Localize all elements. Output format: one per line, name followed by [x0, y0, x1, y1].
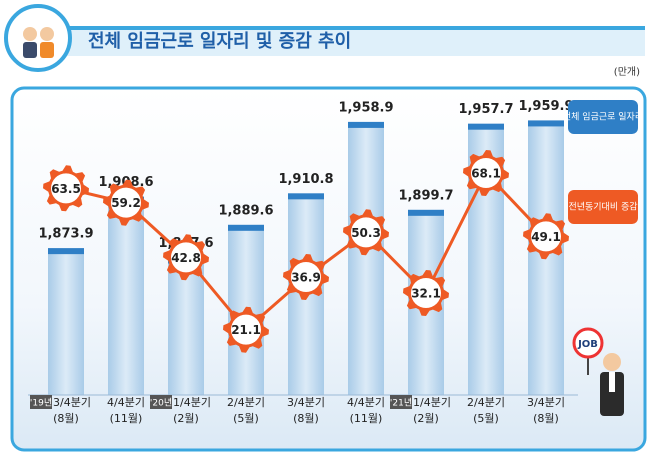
- x-tick-label: 2/4분기: [467, 396, 505, 409]
- year-badge: [30, 395, 52, 409]
- x-tick-label: 3/4분기: [53, 396, 91, 409]
- x-tick-label: 1/4분기: [173, 396, 211, 409]
- x-tick-label: 2/4분기: [227, 396, 265, 409]
- bar-value-label: 1,957.7: [458, 102, 513, 117]
- bar: [168, 257, 204, 395]
- bar-value-label: 1,899.7: [398, 188, 453, 203]
- x-tick-sublabel: (2월): [173, 412, 199, 425]
- bar-cap: [348, 121, 384, 128]
- legend-box: [568, 100, 638, 134]
- gear-center: [351, 217, 381, 248]
- plot: 1,873.91,908.61,867.61,889.61,910.81,958…: [28, 99, 643, 425]
- person-head: [603, 353, 621, 371]
- bar-cap: [228, 224, 264, 231]
- gear-center: [531, 221, 561, 252]
- person-body: [600, 372, 624, 416]
- legend-label: 전체 임금근로 일자리: [563, 111, 643, 123]
- bar: [348, 121, 384, 395]
- x-tick-label: 1/4분기: [413, 396, 451, 409]
- legend-box: [568, 190, 638, 224]
- gear-center: [51, 173, 81, 204]
- line-value-label: 32.1: [411, 287, 441, 301]
- x-tick-sublabel: (5월): [473, 412, 499, 425]
- x-tick-label: 3/4분기: [287, 396, 325, 409]
- x-tick-label: 4/4분기: [107, 396, 145, 409]
- bar: [48, 248, 84, 395]
- year-badge: [390, 395, 412, 409]
- year-label: '20년: [150, 398, 172, 409]
- x-tick-label: 4/4분기: [347, 396, 385, 409]
- year-label: '19년: [30, 398, 52, 409]
- gear-center: [471, 158, 501, 188]
- bar-value-label: 1,959.9: [518, 99, 573, 114]
- x-tick-sublabel: (11월): [350, 412, 383, 425]
- x-tick-sublabel: (11월): [110, 412, 143, 425]
- gear-center: [291, 262, 321, 292]
- line-value-label: 42.8: [171, 251, 201, 265]
- line-value-label: 21.1: [231, 323, 261, 337]
- line-value-label: 68.1: [471, 167, 501, 181]
- icon-person: [23, 42, 37, 58]
- unit-label: (만개): [614, 66, 640, 78]
- bar-cap: [528, 120, 564, 127]
- gear-center: [411, 278, 441, 308]
- bar-value-label: 1,910.8: [278, 172, 333, 187]
- gear-center: [111, 187, 141, 218]
- line-value-label: 59.2: [111, 196, 141, 210]
- chart-title: 전체 임금근로 일자리 및 증감 추이: [88, 31, 351, 52]
- icon-person: [40, 27, 54, 41]
- line-value-label: 50.3: [351, 226, 381, 240]
- icon-person: [23, 27, 37, 41]
- bar: [108, 196, 144, 395]
- x-tick-sublabel: (8월): [293, 412, 319, 425]
- bar-value-label: 1,889.6: [218, 203, 273, 218]
- x-tick-sublabel: (5월): [233, 412, 259, 425]
- title-band: [55, 26, 645, 56]
- line-value-label: 36.9: [291, 271, 321, 285]
- x-tick-label: 3/4분기: [527, 396, 565, 409]
- x-tick-sublabel: (8월): [53, 412, 79, 425]
- x-tick-sublabel: (8월): [533, 412, 559, 425]
- sign: [572, 327, 604, 359]
- icon-person: [40, 42, 54, 58]
- bar-cap: [48, 248, 84, 255]
- year-label: '21년: [390, 398, 412, 409]
- gear-center: [171, 242, 201, 273]
- bar-cap: [288, 193, 324, 200]
- year-badge: [150, 395, 172, 409]
- line-value-label: 49.1: [531, 230, 561, 244]
- x-tick-sublabel: (2월): [413, 412, 439, 425]
- title-accent: [55, 26, 645, 30]
- bar-value-label: 1,873.9: [38, 227, 93, 242]
- bar-cap: [408, 209, 444, 216]
- gear-center: [231, 314, 261, 345]
- person-shirt: [609, 372, 615, 392]
- line-value-label: 63.5: [51, 182, 81, 196]
- title-icon: [4, 4, 72, 72]
- bar-cap: [468, 123, 504, 130]
- sign-text: JOB: [577, 339, 598, 350]
- bar-value-label: 1,958.9: [338, 100, 393, 115]
- legend-label: 전년동기대비 증감: [568, 201, 637, 213]
